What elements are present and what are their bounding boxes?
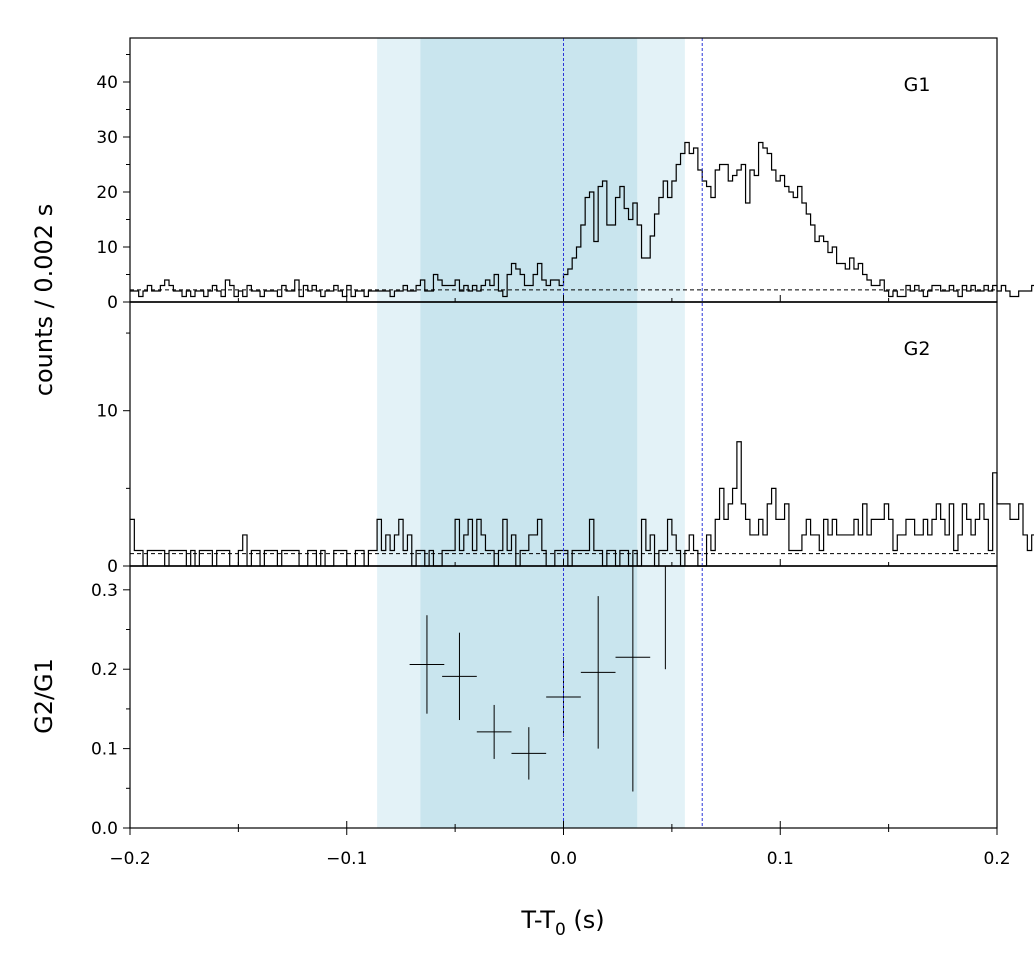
g2-g1-ytick-label: 0.3 [91, 581, 118, 601]
y-axis-label-counts: counts / 0.002 s [30, 204, 58, 396]
g1-ytick-label: 20 [96, 183, 118, 203]
panel-label-g2: G2 [904, 338, 931, 360]
reference-lines [563, 38, 703, 828]
g1-histogram [130, 141, 1034, 298]
g1-ytick-label: 10 [96, 238, 118, 258]
y-axis-label-ratio: G2/G1 [30, 658, 58, 734]
g2-g1-ytick-label: 0.1 [91, 740, 118, 760]
x-axis-label-main: T-T [520, 906, 555, 934]
panel-label-g1: G1 [904, 74, 931, 96]
xtick-label: −0.2 [109, 849, 150, 869]
g2-g1-ytick-label: 0.0 [91, 819, 118, 839]
g2-ytick-label: 10 [96, 402, 118, 422]
shaded-regions [377, 38, 685, 828]
panel-ratio: 0.0 0.1 0.2 0.3 [91, 566, 666, 839]
g1-ytick-label: 30 [96, 128, 118, 148]
x-axis: −0.2 −0.1 0.0 0.1 0.2 [109, 295, 1011, 869]
xtick-label: 0.2 [983, 849, 1010, 869]
g2-ytick-label: 0 [107, 557, 118, 577]
shaded-region-1 [420, 38, 638, 828]
x-axis-label-suffix: (s) [566, 906, 605, 934]
x-axis-label-subscript: 0 [555, 920, 566, 940]
x-axis-label: T-T0 (s) [520, 906, 604, 940]
g1-ytick-label: 40 [96, 73, 118, 93]
g1-ytick-label: 0 [107, 293, 118, 313]
g2-g1-ytick-label: 0.2 [91, 660, 118, 680]
xtick-label: 0.0 [550, 849, 577, 869]
g2-histogram [130, 441, 1034, 567]
xtick-label: 0.1 [767, 849, 794, 869]
xtick-label: −0.1 [326, 849, 367, 869]
